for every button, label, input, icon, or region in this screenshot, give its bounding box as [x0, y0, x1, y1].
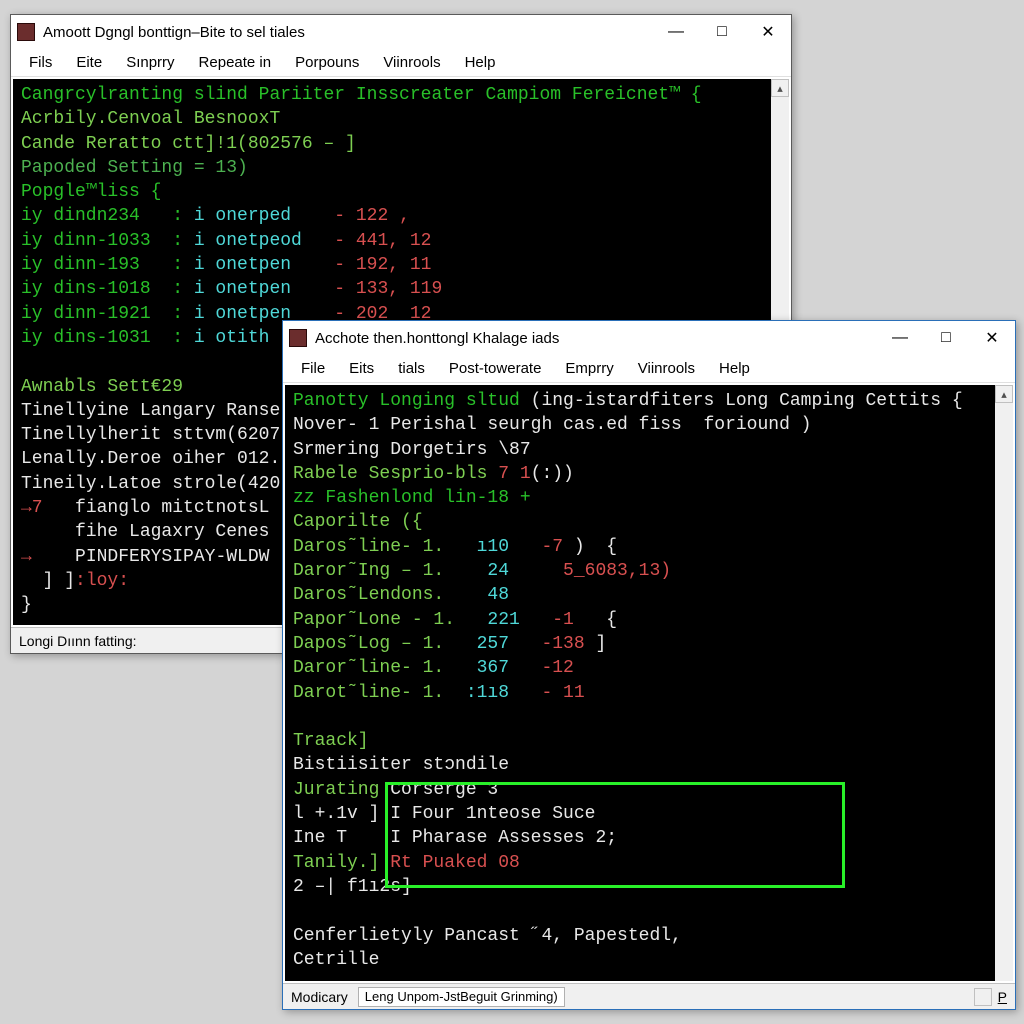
menu-help[interactable]: Help: [453, 51, 508, 74]
scroll-left-icon[interactable]: [974, 988, 992, 1006]
menu-viinrools[interactable]: Viinrools: [371, 51, 452, 74]
scroll-track[interactable]: [995, 403, 1013, 981]
scroll-up-icon[interactable]: ▴: [771, 79, 789, 97]
titlebar[interactable]: Acchote then.honttongl Khalage iads — □ …: [283, 321, 1015, 355]
status-field[interactable]: Leng Unpom-JstBeguit Grinming): [358, 987, 565, 1007]
window-buttons: — □ ✕: [653, 15, 791, 49]
menu-sinprry[interactable]: Sınprry: [114, 51, 186, 74]
menu-tials[interactable]: tials: [386, 357, 437, 380]
terminal-output[interactable]: Panotty Longing sltud (ing-istardfiters …: [285, 385, 995, 981]
status-indicator: P: [998, 989, 1007, 1005]
terminal-area: Panotty Longing sltud (ing-istardfiters …: [283, 383, 1015, 983]
menu-viinrools[interactable]: Viinrools: [626, 357, 707, 380]
app-icon: [17, 23, 35, 41]
window-title: Acchote then.honttongl Khalage iads: [315, 330, 877, 347]
menubar: Fils Eite Sınprry Repeate in Porpouns Vi…: [11, 49, 791, 77]
maximize-button[interactable]: □: [923, 321, 969, 355]
menu-porpouns[interactable]: Porpouns: [283, 51, 371, 74]
maximize-button[interactable]: □: [699, 15, 745, 49]
minimize-button[interactable]: —: [877, 321, 923, 355]
menu-file[interactable]: Fils: [17, 51, 64, 74]
minimize-button[interactable]: —: [653, 15, 699, 49]
statusbar: Modicary Leng Unpom-JstBeguit Grinming) …: [283, 983, 1015, 1009]
window-buttons: — □ ✕: [877, 321, 1015, 355]
menu-emprry[interactable]: Emprry: [553, 357, 625, 380]
titlebar[interactable]: Amoott Dgngl bonttign–Bite to sel tiales…: [11, 15, 791, 49]
app-icon: [289, 329, 307, 347]
menu-posttowerate[interactable]: Post-towerate: [437, 357, 554, 380]
menu-edit[interactable]: Eite: [64, 51, 114, 74]
menu-file[interactable]: File: [289, 357, 337, 380]
window-foreground: Acchote then.honttongl Khalage iads — □ …: [282, 320, 1016, 1010]
menu-repeate[interactable]: Repeate in: [187, 51, 284, 74]
menubar: File Eits tials Post-towerate Emprry Vii…: [283, 355, 1015, 383]
scroll-up-icon[interactable]: ▴: [995, 385, 1013, 403]
status-text: Longi Dıınn fatting:: [19, 633, 137, 649]
window-title: Amoott Dgngl bonttign–Bite to sel tiales: [43, 24, 653, 41]
status-label: Modicary: [291, 989, 348, 1005]
menu-help[interactable]: Help: [707, 357, 762, 380]
status-right: P: [974, 988, 1007, 1006]
close-button[interactable]: ✕: [745, 15, 791, 49]
vertical-scrollbar[interactable]: ▴: [995, 385, 1013, 981]
close-button[interactable]: ✕: [969, 321, 1015, 355]
menu-eits[interactable]: Eits: [337, 357, 386, 380]
